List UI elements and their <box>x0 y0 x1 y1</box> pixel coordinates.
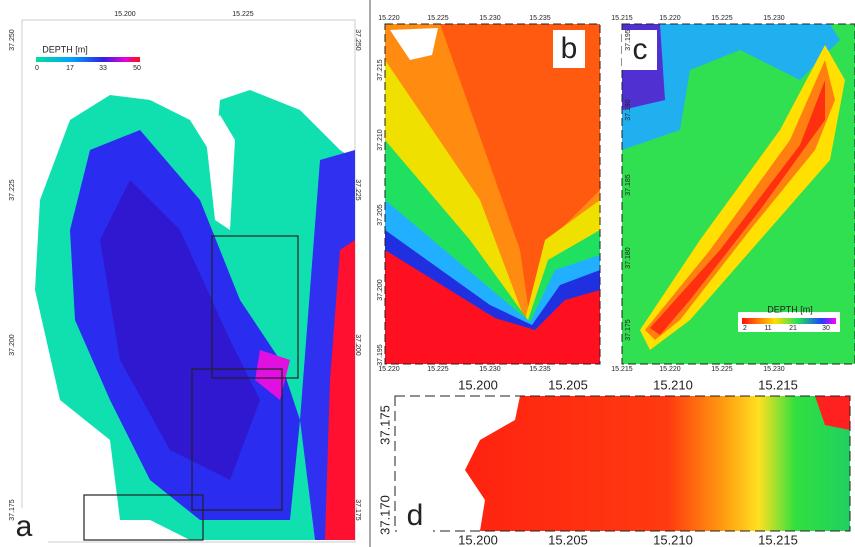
x-tick-label: 15.200 <box>458 377 498 392</box>
panel-a <box>0 20 355 547</box>
x-tick-label: 15.205 <box>548 532 588 547</box>
y-tick-label: 37.200 <box>354 334 361 356</box>
legend-tick: 11 <box>764 325 771 332</box>
x-tick-label: 15.235 <box>529 15 551 22</box>
legend-bar <box>742 318 836 324</box>
x-tick-label: 15.225 <box>232 11 254 18</box>
x-tick-label: 15.230 <box>763 366 785 373</box>
y-tick-label: 37.215 <box>377 59 384 81</box>
x-tick-label: 15.225 <box>427 366 449 373</box>
x-tick-label: 15.225 <box>711 15 733 22</box>
y-tick-label: 37.175 <box>625 319 632 341</box>
y-tick-label: 37.250 <box>354 29 361 51</box>
y-tick-label: 37.210 <box>377 129 384 151</box>
legend-tick: 0 <box>35 65 39 72</box>
x-tick-label: 15.205 <box>548 377 588 392</box>
x-tick-label: 15.230 <box>763 15 785 22</box>
panel-c <box>622 24 855 364</box>
x-tick-label: 15.215 <box>758 532 798 547</box>
x-tick-label: 15.200 <box>458 532 498 547</box>
panel-b <box>385 24 600 364</box>
x-tick-label: 15.210 <box>653 532 693 547</box>
x-tick-label: 15.210 <box>653 377 693 392</box>
legend-bar <box>36 57 140 62</box>
y-tick-label: 37.190 <box>625 99 632 121</box>
legend-title: DEPTH [m] <box>42 44 88 54</box>
x-tick-label: 15.200 <box>114 11 136 18</box>
y-tick-label: 37.185 <box>625 174 632 196</box>
y-tick-label: 37.200 <box>377 279 384 301</box>
y-tick-label: 37.250 <box>9 29 16 51</box>
y-tick-label: 37.205 <box>377 204 384 226</box>
x-tick-label: 15.220 <box>378 366 400 373</box>
x-tick-label: 15.220 <box>659 15 681 22</box>
x-tick-label: 15.230 <box>479 366 501 373</box>
x-tick-label: 15.215 <box>611 15 633 22</box>
panel-label: c <box>633 33 648 66</box>
y-tick-label: 37.195 <box>377 344 384 366</box>
y-tick-label: 37.170 <box>377 495 392 535</box>
x-tick-label: 15.225 <box>711 366 733 373</box>
x-tick-label: 15.220 <box>378 15 400 22</box>
x-tick-label: 15.215 <box>611 366 633 373</box>
legend-tick: 21 <box>789 325 797 332</box>
y-tick-label: 37.175 <box>377 405 392 445</box>
legend-tick: 30 <box>822 325 830 332</box>
y-tick-label: 37.180 <box>625 247 632 269</box>
y-tick-label: 37.200 <box>9 334 16 356</box>
y-tick-label: 37.175 <box>354 499 361 521</box>
panel-label: b <box>561 32 578 65</box>
panel-d <box>395 396 850 533</box>
x-tick-label: 15.225 <box>427 15 449 22</box>
legend-tick: 2 <box>743 325 747 332</box>
x-tick-label: 15.215 <box>758 377 798 392</box>
figure: a 15.200 15.225 37.250 37.250 37.225 37.225 37.… <box>0 0 855 547</box>
y-tick-label: 37.225 <box>9 179 16 201</box>
y-tick-label: 37.225 <box>354 179 361 201</box>
x-tick-label: 15.220 <box>659 366 681 373</box>
x-tick-label: 15.235 <box>529 366 551 373</box>
legend-title: DEPTH [m] <box>767 304 813 314</box>
x-tick-label: 15.230 <box>479 15 501 22</box>
legend-tick: 50 <box>133 65 141 72</box>
panel-label: a <box>16 510 33 543</box>
legend-tick: 33 <box>99 65 107 72</box>
legend-tick: 17 <box>66 65 74 72</box>
y-tick-label: 37.195 <box>625 29 632 51</box>
y-tick-label: 37.175 <box>9 499 16 521</box>
panel-label: d <box>407 499 424 532</box>
